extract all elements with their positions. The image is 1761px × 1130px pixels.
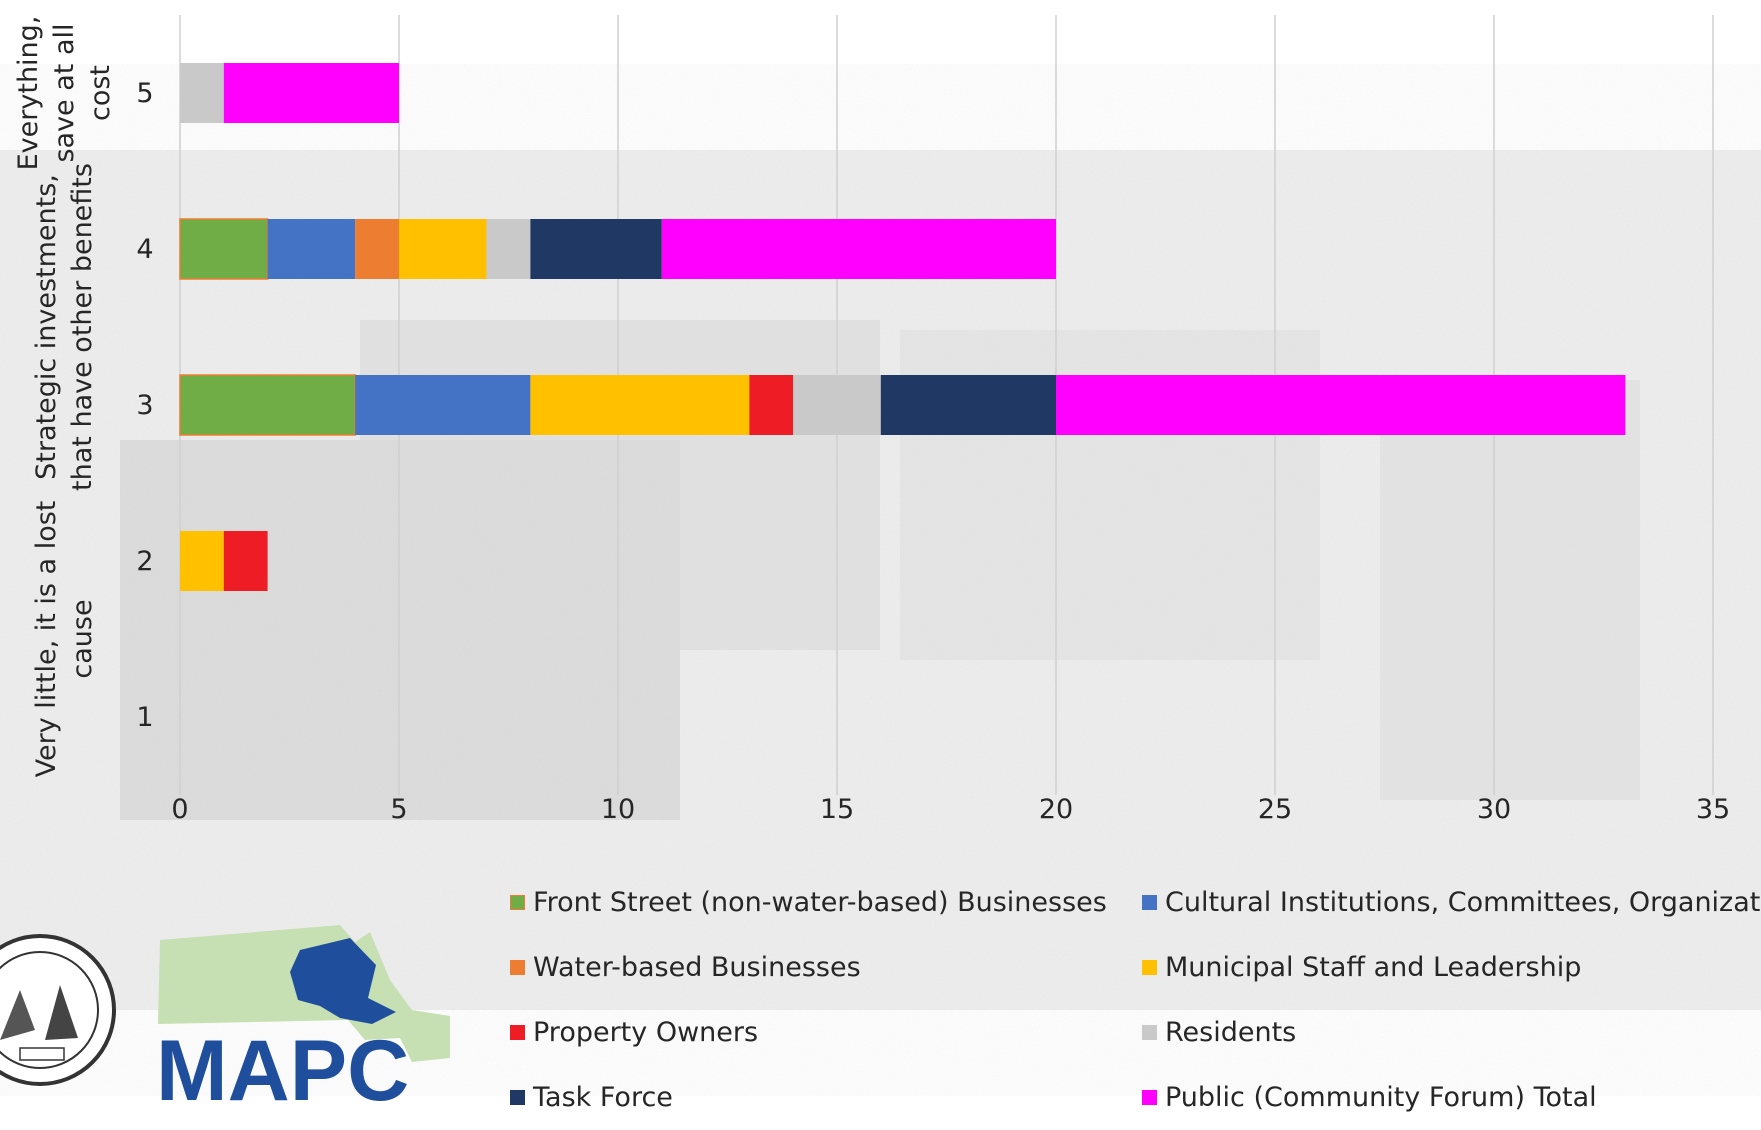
x-tick-label: 5 (390, 794, 407, 825)
y-tick-label: 1 (136, 702, 153, 733)
scituate-seal-logo (0, 934, 116, 1086)
legend-item: Cultural Institutions, Committees, Organ… (1142, 870, 1761, 935)
legend-label: Cultural Institutions, Committees, Organ… (1165, 887, 1761, 918)
bar-segment (355, 375, 531, 435)
bar-segment (793, 375, 881, 435)
bar-segment (486, 219, 531, 279)
legend-label: Municipal Staff and Leadership (1165, 952, 1582, 983)
mapc-logo-text: MAPC (156, 1023, 409, 1106)
mapc-logo: MAPC (156, 925, 450, 1106)
legend-swatch (1142, 1090, 1157, 1105)
bar-segment (267, 219, 356, 279)
bar-segment (1056, 375, 1626, 435)
legend-label: Water-based Businesses (533, 952, 861, 983)
y-group-label: Strategic investments, that have other be… (31, 163, 98, 491)
legend-swatch (1142, 960, 1157, 975)
legend-label: Property Owners (533, 1017, 759, 1048)
y-group-label: Everything, save at all cost (13, 16, 116, 171)
legend-label: Residents (1165, 1017, 1297, 1048)
x-tick-label: 25 (1258, 794, 1292, 825)
y-tick-label: 3 (136, 390, 153, 421)
legend-label: Task Force (533, 1082, 673, 1113)
legend-item: Front Street (non-water-based) Businesse… (510, 870, 1142, 935)
legend-item: Water-based Businesses (510, 935, 1142, 1000)
bar-segment (399, 219, 487, 279)
y-tick-label: 2 (136, 546, 153, 577)
y-axis-group-labels: Very little, it is a lost cause Strategic … (13, 16, 116, 778)
x-tick-label: 0 (171, 794, 188, 825)
legend-swatch (1142, 895, 1157, 910)
legend: Front Street (non-water-based) Businesse… (510, 870, 1761, 1113)
legend-swatch (510, 1090, 525, 1105)
legend-swatch (1142, 1025, 1157, 1040)
legend-swatch (510, 895, 525, 910)
y-tick-label: 4 (136, 234, 153, 265)
bar-segment (179, 374, 356, 436)
x-tick-label: 10 (601, 794, 635, 825)
x-tick-label: 15 (820, 794, 854, 825)
bar-segment (179, 218, 269, 280)
bar-segment (530, 375, 750, 435)
legend-item: Property Owners (510, 1000, 1142, 1065)
bar-segment (223, 63, 399, 123)
bar-segment (180, 63, 224, 123)
bar-segment (880, 375, 1056, 435)
stacked-bar-chart: 0 5 10 15 20 25 30 35 1 2 3 4 5 Very little, it is … (13, 15, 1730, 825)
x-tick-label: 30 (1477, 794, 1511, 825)
bar-segment (180, 531, 224, 591)
legend-item: Task Force (510, 1065, 1142, 1130)
legend-label: Front Street (non-water-based) Businesse… (533, 887, 1107, 918)
legend-swatch (510, 960, 525, 975)
bar-segment (530, 219, 662, 279)
legend-swatch (510, 1025, 525, 1040)
legend-item: Residents (1142, 1000, 1761, 1065)
bars (179, 63, 1626, 591)
y-tick-label: 5 (136, 78, 153, 109)
x-axis-ticks: 0 5 10 15 20 25 30 35 (171, 794, 1730, 825)
legend-item: Municipal Staff and Leadership (1142, 935, 1761, 1000)
bar-segment (661, 219, 1056, 279)
logos: MAPC (0, 910, 470, 1106)
y-axis-ticks: 1 2 3 4 5 (136, 78, 153, 733)
bar-segment (223, 531, 268, 591)
x-tick-label: 35 (1696, 794, 1730, 825)
y-group-label: Very little, it is a lost cause (31, 501, 98, 778)
x-tick-label: 20 (1039, 794, 1073, 825)
legend-item: Public (Community Forum) Total (1142, 1065, 1761, 1130)
bar-segment (749, 375, 794, 435)
legend-label: Public (Community Forum) Total (1165, 1082, 1597, 1113)
bar-segment (355, 219, 399, 279)
